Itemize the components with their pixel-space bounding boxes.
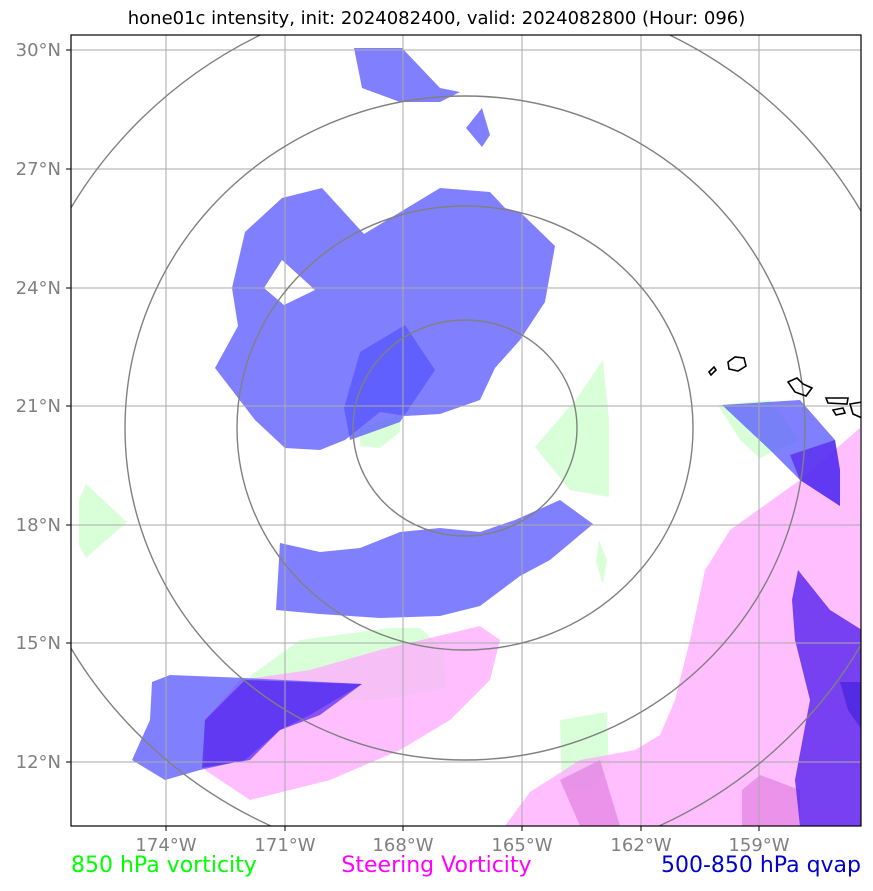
lon-label-159w: 159°W [728, 835, 789, 856]
lon-label-168w: 168°W [372, 835, 433, 856]
lon-label-171w: 171°W [254, 835, 315, 856]
map-title: hone01c intensity, init: 2024082400, val… [127, 8, 746, 29]
lat-label-18n: 18°N [16, 515, 61, 536]
coastlines [707, 356, 861, 419]
legend-qvap: 500-850 hPa qvap [660, 853, 861, 878]
lat-label-24n: 24°N [16, 278, 61, 299]
lon-label-162w: 162°W [610, 835, 671, 856]
lat-label-30n: 30°N [16, 40, 61, 61]
lat-label-15n: 15°N [16, 633, 61, 654]
lon-label-165w: 165°W [491, 835, 552, 856]
steering-vorticity-layer [205, 428, 861, 826]
map-plot-area [71, 35, 861, 826]
legend-steering-vorticity: Steering Vorticity [341, 853, 532, 878]
map-gridlines [71, 35, 861, 826]
lat-label-12n: 12°N [16, 752, 61, 773]
lat-label-21n: 21°N [16, 396, 61, 417]
lon-label-174w: 174°W [135, 835, 196, 856]
lat-label-27n: 27°N [16, 159, 61, 180]
legend-850-vorticity: 850 hPa vorticity [71, 853, 257, 878]
range-rings [71, 35, 861, 826]
tick-marks [66, 49, 760, 831]
map-frame [70, 34, 862, 827]
